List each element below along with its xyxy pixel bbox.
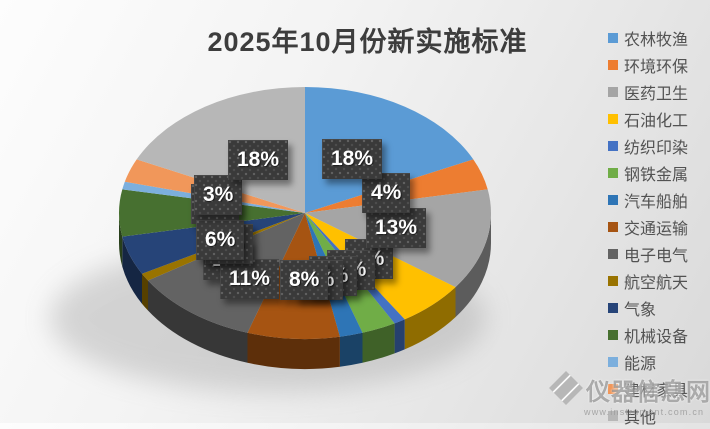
pie-side-纺织印染 — [394, 319, 405, 354]
legend-item-汽车船舶: 汽车船舶 — [608, 186, 688, 213]
data-label-环境环保: 4% — [362, 173, 410, 213]
legend-item-气象: 气象 — [608, 294, 688, 321]
legend-swatch-icon — [608, 356, 618, 367]
data-label-医药卫生: 13% — [366, 208, 426, 248]
legend-label: 农林牧渔 — [624, 31, 689, 49]
pie-side-医药卫生 — [455, 213, 492, 318]
legend-swatch-icon — [608, 410, 618, 421]
legend-item-医药卫生: 医药卫生 — [608, 78, 688, 105]
legend-swatch-icon — [608, 329, 618, 340]
legend-item-交通运输: 交通运输 — [608, 213, 688, 240]
legend-label: 其他 — [624, 409, 657, 427]
pie-side-航空航天 — [142, 273, 148, 311]
legend-item-电子电气: 电子电气 — [608, 240, 688, 267]
legend-swatch-icon — [608, 383, 618, 394]
legend-swatch-icon — [608, 221, 618, 232]
legend-swatch-icon — [608, 194, 618, 205]
legend-label: 纺织印染 — [624, 139, 689, 157]
chart-title: 2025年10月份新实施标准 — [207, 27, 528, 57]
data-label-农林牧渔: 18% — [322, 139, 382, 179]
legend: 农林牧渔环境环保医药卫生石油化工纺织印染钢铁金属汽车船舶交通运输电子电气航空航天… — [608, 24, 688, 429]
legend-swatch-icon — [608, 167, 618, 178]
legend-swatch-icon — [608, 113, 618, 124]
pie-side-钢铁金属 — [362, 323, 395, 363]
legend-label: 气象 — [624, 301, 657, 319]
data-label-机械设备: 6% — [196, 220, 244, 260]
legend-swatch-icon — [608, 140, 618, 151]
pie-side-交通运输 — [247, 332, 340, 370]
legend-item-农林牧渔: 农林牧渔 — [608, 24, 688, 51]
legend-label: 医药卫生 — [624, 85, 689, 103]
pie-side-机械设备 — [119, 213, 123, 267]
pie-side-汽车船舶 — [339, 332, 363, 367]
legend-item-石油化工: 石油化工 — [608, 105, 688, 132]
pie-side-石油化工 — [404, 287, 456, 350]
pie-side-电子电气 — [148, 280, 248, 363]
legend-label: 能源 — [624, 355, 657, 373]
pie-slice-其他 — [136, 87, 305, 213]
pie-side-气象 — [122, 236, 142, 304]
legend-label: 汽车船舶 — [624, 193, 689, 211]
legend-item-能源: 能源 — [608, 348, 688, 375]
legend-label: 建材家具 — [624, 382, 689, 400]
legend-item-钢铁金属: 钢铁金属 — [608, 159, 688, 186]
legend-item-航空航天: 航空航天 — [608, 267, 688, 294]
legend-swatch-icon — [608, 86, 618, 97]
legend-item-其他: 其他 — [608, 402, 688, 429]
legend-label: 机械设备 — [624, 328, 689, 346]
legend-swatch-icon — [608, 248, 618, 259]
data-label-建材家具: 3% — [194, 175, 242, 215]
legend-swatch-icon — [608, 32, 618, 43]
legend-item-纺织印染: 纺织印染 — [608, 132, 688, 159]
data-label-电子电气: 11% — [220, 259, 279, 299]
legend-label: 环境环保 — [624, 58, 689, 76]
legend-label: 石油化工 — [624, 112, 689, 130]
legend-swatch-icon — [608, 302, 618, 313]
legend-label: 钢铁金属 — [624, 166, 689, 184]
data-label-其他: 18% — [228, 140, 288, 180]
legend-swatch-icon — [608, 275, 618, 286]
legend-item-机械设备: 机械设备 — [608, 321, 688, 348]
pie-slice-农林牧渔 — [305, 87, 474, 213]
legend-item-建材家具: 建材家具 — [608, 375, 688, 402]
legend-label: 交通运输 — [624, 220, 689, 238]
legend-item-环境环保: 环境环保 — [608, 51, 688, 78]
legend-label: 航空航天 — [624, 274, 689, 292]
legend-swatch-icon — [608, 59, 618, 70]
legend-label: 电子电气 — [624, 247, 689, 265]
data-label-交通运输: 8% — [280, 260, 328, 300]
